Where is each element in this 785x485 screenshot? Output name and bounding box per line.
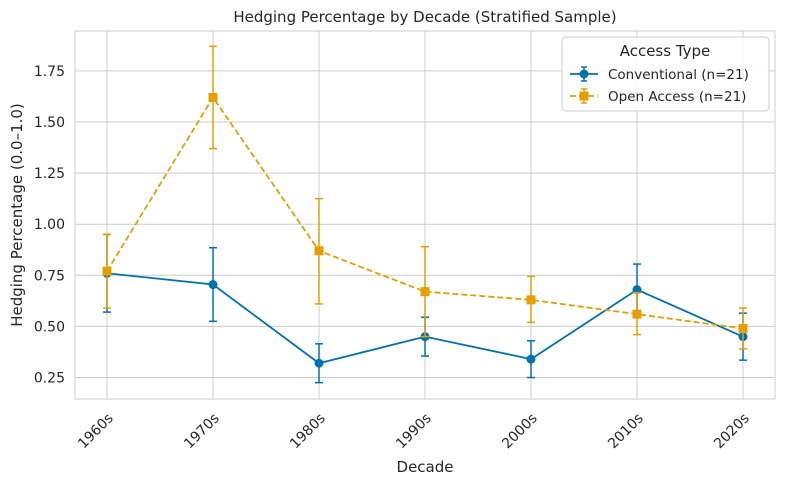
x-tick-label: 1960s bbox=[75, 410, 117, 452]
y-axis-title: Hedging Percentage (0.0–1.0) bbox=[8, 103, 26, 327]
data-point bbox=[632, 285, 642, 295]
legend-title: Access Type bbox=[620, 42, 711, 60]
y-tick-label: 0.75 bbox=[34, 268, 65, 284]
data-point bbox=[314, 358, 324, 368]
x-tick-label: 1980s bbox=[287, 410, 329, 452]
x-axis-title: Decade bbox=[397, 458, 454, 476]
data-point bbox=[526, 354, 536, 364]
x-tick-label: 2020s bbox=[711, 410, 753, 452]
data-point bbox=[314, 246, 324, 256]
y-tick-label: 0.25 bbox=[34, 371, 65, 387]
legend-entry: Conventional (n=21) bbox=[570, 66, 749, 83]
data-point bbox=[420, 287, 430, 297]
legend-entries: Conventional (n=21) Open Access (n=21) bbox=[570, 66, 749, 105]
x-tick-label: 1990s bbox=[393, 410, 435, 452]
chart-title: Hedging Percentage by Decade (Stratified… bbox=[233, 8, 616, 26]
x-tick-label: 2000s bbox=[499, 410, 541, 452]
data-point bbox=[632, 309, 642, 319]
legend: Access Type Conventional (n=21) Open Acce… bbox=[561, 36, 770, 112]
legend-label: Conventional (n=21) bbox=[608, 67, 749, 83]
y-tick-label: 1.00 bbox=[34, 217, 65, 233]
data-point bbox=[102, 266, 112, 276]
legend-marker bbox=[579, 69, 589, 79]
series-open-access bbox=[102, 45, 748, 350]
x-tick-label: 1970s bbox=[181, 410, 223, 452]
series-layer bbox=[102, 45, 748, 384]
data-point bbox=[738, 323, 748, 333]
y-tick-label: 0.50 bbox=[34, 319, 65, 335]
y-tick-label: 1.25 bbox=[34, 166, 65, 182]
x-tick-labels: 1960s 1970s 1980s 1990s 2000s 2010s 2020s bbox=[75, 410, 753, 452]
y-tick-label: 1.75 bbox=[34, 64, 65, 80]
y-tick-label: 1.50 bbox=[34, 115, 65, 131]
legend-entry: Open Access (n=21) bbox=[570, 88, 746, 105]
legend-box bbox=[561, 36, 770, 112]
x-tick-label: 2010s bbox=[605, 410, 647, 452]
data-point bbox=[208, 92, 218, 102]
y-tick-labels: 0.25 0.50 0.75 1.00 1.25 1.50 1.75 bbox=[34, 64, 65, 387]
legend-label: Open Access (n=21) bbox=[608, 89, 746, 105]
data-point bbox=[526, 295, 536, 305]
data-point bbox=[208, 280, 218, 290]
legend-marker bbox=[579, 91, 589, 101]
